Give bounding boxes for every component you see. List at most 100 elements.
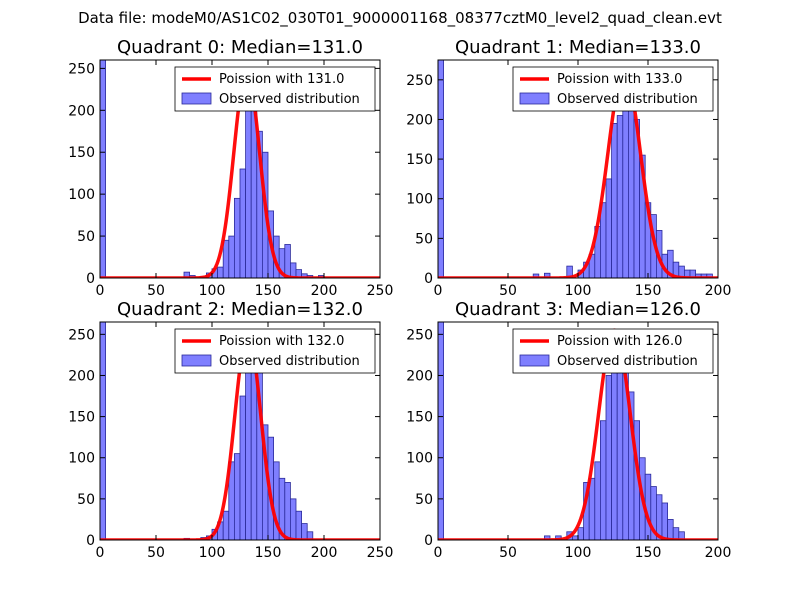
y-tick-label: 150 bbox=[68, 410, 95, 426]
histogram-bar bbox=[222, 510, 230, 540]
plot-area bbox=[438, 322, 718, 540]
y-tick-label: 200 bbox=[406, 112, 433, 128]
y-tick-label: 250 bbox=[406, 327, 433, 343]
legend-box bbox=[512, 66, 714, 112]
y-tick-label: 50 bbox=[415, 492, 433, 508]
y-tick-label: 250 bbox=[68, 61, 95, 77]
legend-bar-swatch bbox=[519, 92, 550, 105]
histogram-bar bbox=[239, 395, 246, 540]
y-tick-label: 100 bbox=[406, 192, 433, 208]
x-tick-label: 100 bbox=[565, 545, 592, 561]
x-tick-label: 0 bbox=[434, 283, 443, 299]
x-tick-label: 250 bbox=[367, 283, 394, 299]
quadrant-2-panel: Quadrant 2: Median=132.0 0 50 100 150 200 250 0… bbox=[68, 299, 393, 561]
figure-title: Data file: modeM0/AS1C02_030T01_90000011… bbox=[78, 9, 722, 27]
histogram-bar bbox=[301, 523, 308, 540]
histogram-bar bbox=[222, 239, 230, 278]
y-tick-label: 250 bbox=[406, 73, 433, 89]
x-tick-label: 0 bbox=[96, 545, 105, 561]
histogram-bar bbox=[667, 519, 674, 540]
y-tick-label: 100 bbox=[68, 187, 95, 203]
x-tick-label: 150 bbox=[255, 283, 282, 299]
x-tick-label: 0 bbox=[434, 545, 443, 561]
x-tick-label: 50 bbox=[499, 545, 517, 561]
legend-bar-swatch bbox=[519, 354, 550, 367]
histogram-bar bbox=[100, 322, 106, 540]
x-tick-label: 50 bbox=[499, 283, 517, 299]
legend: Poission with 131.0 Observed distribution bbox=[174, 66, 376, 112]
y-tick-label: 200 bbox=[68, 103, 95, 119]
histogram-bar bbox=[611, 123, 618, 278]
x-tick-label: 200 bbox=[705, 545, 732, 561]
histogram-bar bbox=[217, 266, 224, 278]
histogram-bar bbox=[706, 273, 713, 278]
y-tick-label: 150 bbox=[406, 152, 433, 168]
histogram-bar bbox=[622, 87, 629, 278]
legend: Poission with 126.0 Observed distribution bbox=[512, 328, 714, 374]
y-tick-label: 0 bbox=[424, 271, 433, 287]
axes-frame bbox=[99, 321, 381, 541]
histogram-bar bbox=[628, 91, 635, 278]
histogram-bar bbox=[438, 60, 444, 278]
x-tick-label: 150 bbox=[635, 283, 662, 299]
legend-bar-swatch bbox=[181, 354, 212, 367]
y-tick-label: 50 bbox=[415, 231, 433, 247]
legend-line-label: Poission with 126.0 bbox=[557, 334, 682, 349]
legend-line-label: Poission with 133.0 bbox=[557, 72, 682, 87]
legend-box bbox=[174, 328, 376, 374]
histogram-bar bbox=[284, 482, 291, 540]
x-tick-label: 150 bbox=[255, 545, 282, 561]
histogram-bar bbox=[532, 273, 540, 278]
legend-bar-label: Observed distribution bbox=[557, 354, 698, 369]
histogram-bar bbox=[588, 477, 596, 540]
y-tick-label: 250 bbox=[68, 327, 95, 343]
histogram-bar bbox=[605, 375, 612, 540]
y-tick-label: 50 bbox=[77, 229, 95, 245]
histogram-bar bbox=[577, 527, 584, 540]
quadrant-0-panel: Quadrant 0: Median=131.0 0 50 100 150 200 250 0… bbox=[68, 37, 393, 299]
x-tick-label: 50 bbox=[147, 545, 165, 561]
y-tick-label: 0 bbox=[424, 533, 433, 549]
y-tick-label: 100 bbox=[406, 451, 433, 467]
y-tick-label: 100 bbox=[68, 451, 95, 467]
y-tick-label: 0 bbox=[86, 271, 95, 287]
legend-bar-swatch bbox=[181, 92, 212, 105]
panel-title: Quadrant 0: Median=131.0 bbox=[117, 37, 363, 58]
x-tick-label: 200 bbox=[311, 283, 338, 299]
histogram-bar bbox=[600, 420, 607, 540]
histogram-bar bbox=[233, 453, 241, 540]
y-tick-label: 150 bbox=[406, 410, 433, 426]
x-tick-label: 200 bbox=[705, 283, 732, 299]
y-tick-label: 50 bbox=[77, 492, 95, 508]
panel-title: Quadrant 3: Median=126.0 bbox=[455, 299, 701, 320]
histogram-bar bbox=[289, 498, 297, 540]
legend: Poission with 133.0 Observed distribution bbox=[512, 66, 714, 112]
y-tick-label: 200 bbox=[406, 368, 433, 384]
x-tick-label: 150 bbox=[635, 545, 662, 561]
histogram-bar bbox=[438, 322, 444, 540]
histogram-bar bbox=[233, 197, 241, 278]
x-tick-label: 100 bbox=[565, 283, 592, 299]
panel-title: Quadrant 2: Median=132.0 bbox=[117, 299, 363, 320]
legend-bar-label: Observed distribution bbox=[219, 92, 360, 107]
legend-line-label: Poission with 132.0 bbox=[219, 334, 344, 349]
histogram-bar bbox=[100, 60, 106, 278]
legend-line-label: Poission with 131.0 bbox=[219, 72, 344, 87]
histogram-bar bbox=[661, 502, 668, 540]
histogram-bar bbox=[605, 178, 612, 278]
legend: Poission with 132.0 Observed distribution bbox=[174, 328, 376, 374]
quadrant-3-panel: Quadrant 3: Median=126.0 0 50 100 150 200 0 50 1… bbox=[406, 299, 731, 561]
histogram-bar bbox=[594, 461, 601, 540]
histogram-bar bbox=[600, 202, 607, 278]
x-tick-label: 50 bbox=[147, 283, 165, 299]
y-tick-label: 200 bbox=[68, 368, 95, 384]
legend-bar-label: Observed distribution bbox=[557, 92, 698, 107]
histogram-bar bbox=[616, 115, 624, 278]
axes-frame bbox=[99, 59, 381, 279]
x-tick-label: 0 bbox=[96, 283, 105, 299]
histogram-bar bbox=[239, 168, 246, 278]
histogram-bar bbox=[566, 265, 573, 278]
histogram-bar bbox=[284, 244, 291, 278]
histogram-bar bbox=[616, 346, 624, 540]
